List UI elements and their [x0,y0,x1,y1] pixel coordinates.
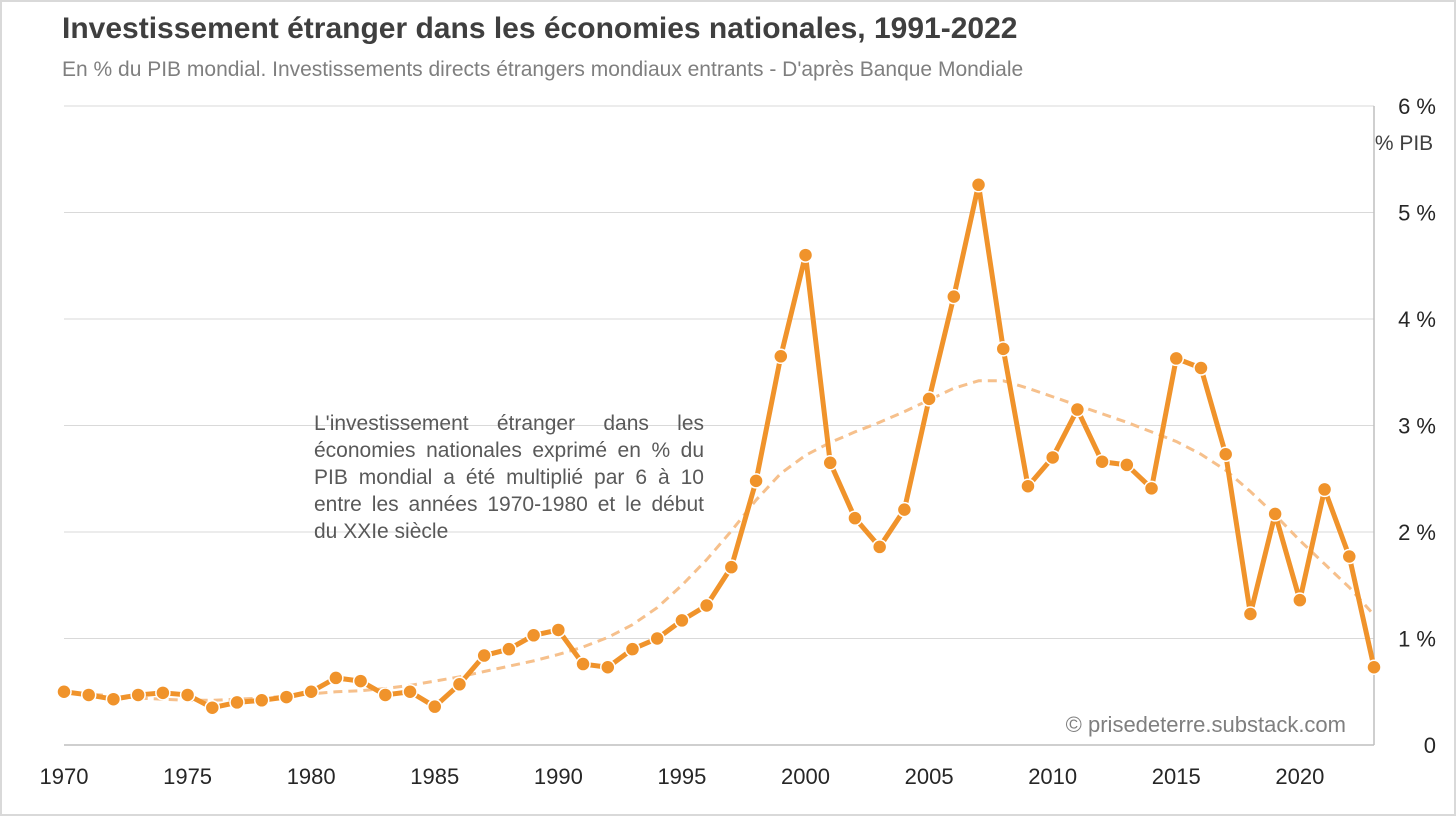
data-point [550,622,567,638]
data-point [80,687,97,703]
axes [64,106,1375,746]
data-markers [56,177,1382,716]
data-point [995,341,1011,357]
data-point [624,641,641,657]
data-point [797,247,814,263]
data-point [179,687,196,703]
data-point [501,641,517,657]
x-tick-label: 2005 [905,764,954,789]
data-point [451,676,468,693]
y-tick-label: 6 % [1398,94,1436,119]
data-point [773,348,789,365]
chart-subtitle: En % du PIB mondial. Investissements dir… [62,58,1024,81]
data-point [525,627,542,644]
data-point [896,501,913,518]
data-point [1316,481,1333,498]
data-point [1119,457,1135,473]
y-tick-label: 4 % [1398,307,1436,332]
data-point [674,612,690,629]
data-point [328,670,344,686]
x-tick-label: 1980 [287,764,336,789]
data-point [1267,506,1283,522]
data-point [822,455,838,471]
data-point [1242,606,1259,622]
main-series [61,182,1377,711]
data-point [921,391,937,407]
source-credit: © prisedeterre.substack.com [1065,712,1346,737]
data-point [278,689,295,705]
data-point [698,597,715,614]
data-point [748,473,764,489]
data-point [229,694,245,711]
x-tick-label: 1985 [410,764,459,789]
trend-line [63,379,1376,702]
data-point [1341,548,1358,565]
data-point [1168,350,1185,367]
data-point [1044,449,1061,466]
x-tick-label: 1995 [657,764,706,789]
x-tick-label: 2015 [1152,764,1201,789]
data-point [303,684,319,700]
data-point [130,687,146,703]
data-point [1217,446,1234,463]
data-point [970,177,987,193]
x-tick-label: 1975 [163,764,212,789]
data-point [1193,360,1209,376]
x-tick-label: 1990 [534,764,583,789]
data-point [155,685,171,701]
data-point [1143,480,1160,497]
data-point [847,510,863,526]
data-point [946,288,962,305]
x-tick-labels: 1970 1975 1980 1985 1990 1995 2000 2005 2010 2015… [40,764,1325,789]
data-point [871,539,888,555]
chart-annotation: L'investissement étranger dans les écono… [314,412,704,543]
x-tick-label: 2000 [781,764,830,789]
chart-title: Investissement étranger dans les économi… [62,12,1018,45]
x-tick-label: 1970 [40,764,89,789]
data-point [253,692,270,709]
data-point [1366,659,1382,676]
data-point [1069,401,1086,418]
data-point [575,656,591,672]
data-point [723,559,740,575]
y-tick-label: 1 % [1398,627,1436,652]
data-point [1094,453,1110,470]
y-axis-unit-label: % PIB [1375,132,1433,155]
y-tick-label: 0 [1424,733,1436,758]
data-point [105,691,122,707]
y-tick-label: 5 % [1398,201,1436,226]
data-point [1292,592,1308,608]
y-tick-label: 2 % [1398,520,1436,545]
series-line [61,182,1377,711]
data-point [377,687,394,703]
trend-series [63,379,1376,702]
y-tick-label: 3 % [1398,414,1436,439]
x-tick-label: 2010 [1028,764,1077,789]
grid-lines [64,105,1374,639]
data-point [600,659,616,676]
data-point [427,698,443,715]
data-point [1020,478,1036,494]
y-tick-labels: 0 1 % 2 % 3 % 4 % 5 % 6 % [1398,94,1436,758]
data-point [649,630,665,647]
x-tick-label: 2020 [1275,764,1324,789]
data-point [476,647,492,664]
data-point [402,684,418,700]
data-point [56,684,72,700]
data-point [352,673,369,689]
data-point [204,699,221,716]
